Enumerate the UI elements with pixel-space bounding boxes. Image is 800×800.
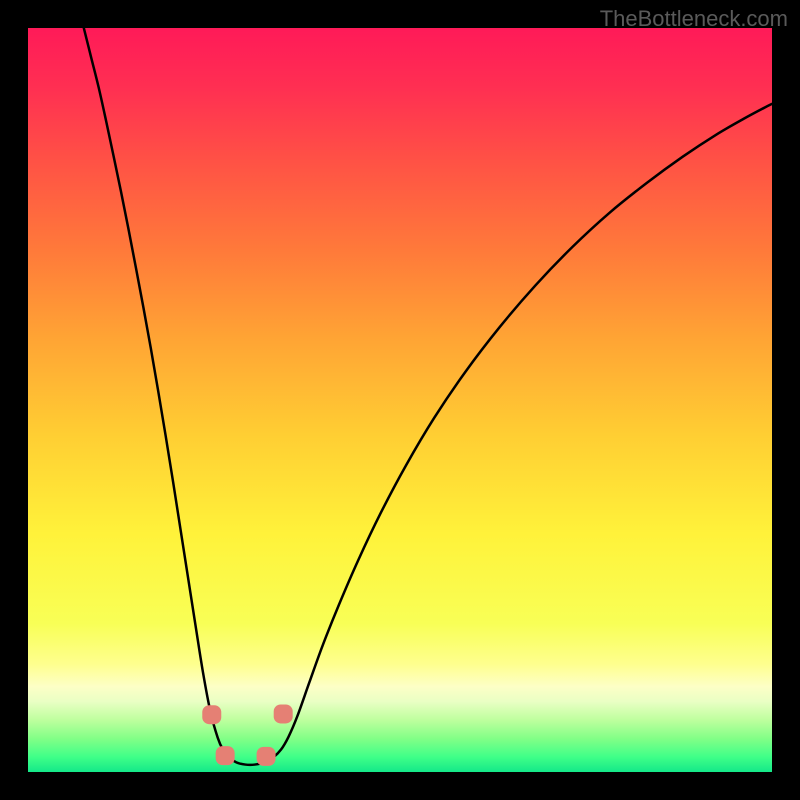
curve-marker bbox=[216, 746, 235, 765]
curve-marker bbox=[274, 704, 293, 723]
plot-area bbox=[28, 28, 772, 772]
curve-marker bbox=[202, 705, 221, 724]
chart-svg bbox=[28, 28, 772, 772]
outer-frame: TheBottleneck.com bbox=[0, 0, 800, 800]
gradient-background bbox=[28, 28, 772, 772]
curve-marker bbox=[257, 747, 276, 766]
